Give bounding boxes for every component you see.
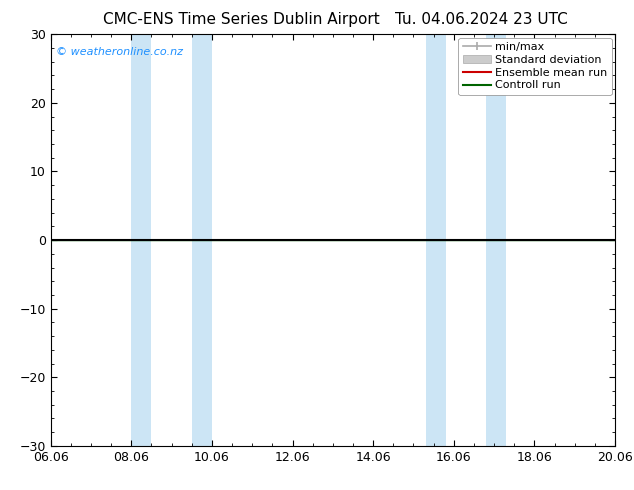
Bar [486,34,506,446]
Bar [425,34,446,446]
Legend: min/max, Standard deviation, Ensemble mean run, Controll run: min/max, Standard deviation, Ensemble me… [458,38,612,95]
Text: © weatheronline.co.nz: © weatheronline.co.nz [56,47,183,57]
Bar [191,34,212,446]
Text: Tu. 04.06.2024 23 UTC: Tu. 04.06.2024 23 UTC [396,12,568,27]
Bar [131,34,152,446]
Text: CMC-ENS Time Series Dublin Airport: CMC-ENS Time Series Dublin Airport [103,12,379,27]
